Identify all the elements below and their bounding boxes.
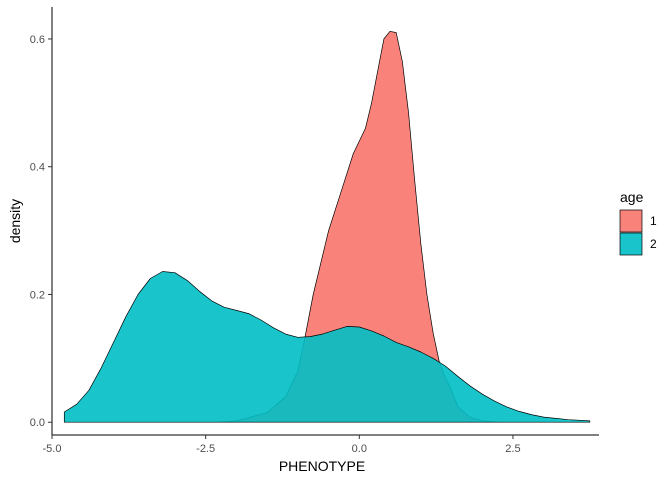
- plot-area: [63, 30, 591, 423]
- y-tick-label: 0.0: [30, 417, 45, 429]
- x-tick-label: 2.5: [505, 443, 520, 455]
- x-tick-label: -2.5: [196, 443, 215, 455]
- y-axis-title: density: [7, 199, 23, 243]
- legend: age 1 2: [619, 189, 657, 256]
- legend-label-1: 1: [650, 214, 657, 228]
- y-tick-label: 0.6: [30, 34, 45, 46]
- legend-key-2: [619, 232, 643, 256]
- x-tick-label: -5.0: [43, 443, 62, 455]
- y-tick-label: 0.4: [30, 162, 45, 174]
- y-tick-label: 0.2: [30, 289, 45, 301]
- legend-title: age: [620, 189, 644, 205]
- axes: -5.0 -2.5 0.0 2.5 0.0 0.2 0.4 0.6: [30, 7, 599, 455]
- legend-key-1: [619, 209, 643, 233]
- x-tick-label: 0.0: [352, 443, 367, 455]
- density-area-series-2: [63, 271, 591, 423]
- x-axis-title: PHENOTYPE: [279, 458, 365, 474]
- legend-label-2: 2: [650, 237, 657, 251]
